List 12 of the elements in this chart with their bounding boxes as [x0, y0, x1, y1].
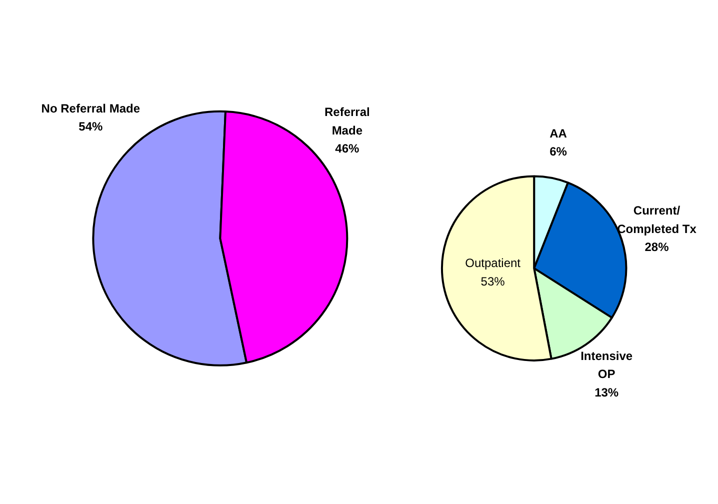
slice-label: Referral Made — [324, 105, 370, 138]
data-label: 53% — [480, 274, 506, 288]
slice-label: AA — [550, 126, 568, 141]
data-label: 13% — [594, 385, 619, 400]
slice-label: Outpatient — [465, 256, 522, 270]
slice-label: Current/ Completed Tx — [617, 204, 697, 236]
data-label: 46% — [335, 141, 360, 156]
data-label: 28% — [644, 240, 670, 254]
slice-label: Intensive OP — [580, 348, 633, 382]
data-label: 54% — [78, 120, 103, 134]
data-label: 6% — [550, 144, 568, 159]
slice-label: No Referral Made — [41, 101, 140, 116]
